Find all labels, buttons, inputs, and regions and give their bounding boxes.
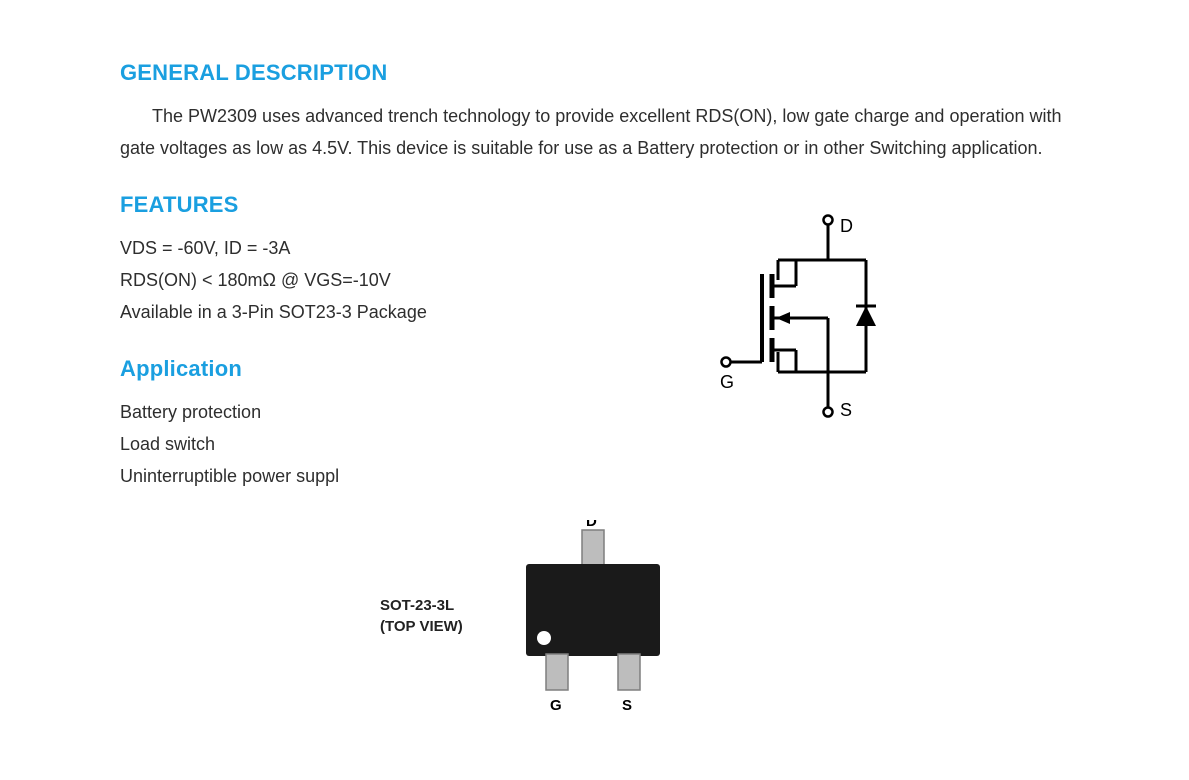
package-name: SOT-23-3L [380,597,454,614]
pkg-pin-g: G [550,697,562,714]
package-view-label: SOT-23-3L (TOP VIEW) [380,596,463,637]
mosfet-symbol: D S G [718,212,928,432]
package-figure: SOT-23-3L (TOP VIEW) D G S [380,520,780,720]
pin-d-label: D [840,216,853,236]
pin-g-label: G [720,372,734,392]
pkg-pin-s: S [622,697,632,714]
application-item: Load switch [120,428,1069,460]
pkg-pin-d: D [586,520,597,530]
package-view: (TOP VIEW) [380,618,463,635]
pin-s-label: S [840,400,852,420]
application-item: Uninterruptible power suppl [120,460,1069,492]
datasheet-page: GENERAL DESCRIPTION The PW2309 uses adva… [0,0,1189,760]
heading-general-description: GENERAL DESCRIPTION [120,60,1069,86]
package-svg: D G S [498,520,698,720]
description-text: The PW2309 uses advanced trench technolo… [120,100,1069,164]
